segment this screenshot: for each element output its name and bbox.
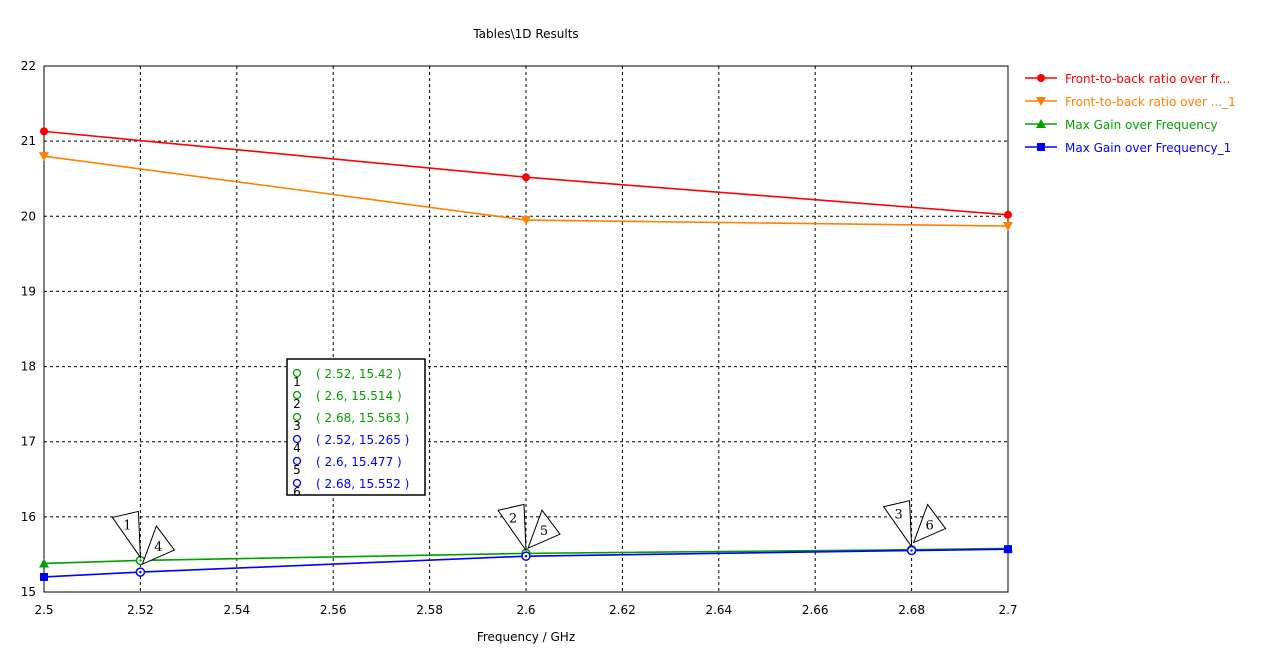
chart-title: Tables\1D Results — [472, 27, 578, 41]
y-tick-label: 16 — [21, 510, 36, 524]
marker-callout — [527, 509, 561, 550]
marker-callout — [912, 503, 947, 544]
marker-callout-label: 4 — [154, 540, 162, 555]
x-tick-label: 2.56 — [320, 603, 347, 617]
marker-row-id: 5 — [293, 463, 301, 477]
x-tick-label: 2.5 — [34, 603, 53, 617]
data-point — [522, 173, 530, 182]
marker-icon — [292, 434, 302, 444]
data-point — [40, 127, 48, 136]
marker-row-value: ( 2.52, 15.42 ) — [316, 367, 402, 381]
data-point — [39, 558, 49, 568]
marker-callout-label: 5 — [540, 524, 548, 539]
y-tick-label: 17 — [21, 435, 36, 449]
marker-callout-label: 3 — [894, 508, 902, 523]
marker-icon — [292, 456, 302, 466]
marker-row-id: 1 — [293, 375, 301, 389]
marker-point-dot — [524, 554, 528, 558]
legend-marker — [1037, 143, 1045, 151]
x-tick-label: 2.54 — [223, 603, 250, 617]
x-tick-label: 2.58 — [416, 603, 443, 617]
legend-marker — [1037, 74, 1045, 82]
marker-row-value: ( 2.68, 15.552 ) — [316, 477, 409, 491]
marker-row-value: ( 2.6, 15.514 ) — [316, 389, 402, 403]
y-tick-label: 22 — [21, 59, 36, 73]
legend-entry: Max Gain over Frequency_1 — [1065, 141, 1231, 155]
marker-callout-label: 6 — [925, 519, 933, 534]
marker-row-id: 3 — [293, 419, 301, 433]
marker-callout — [111, 510, 141, 560]
marker-row-value: ( 2.52, 15.265 ) — [316, 433, 409, 447]
marker-row-value: ( 2.6, 15.477 ) — [316, 455, 402, 469]
y-tick-label: 19 — [21, 284, 36, 298]
marker-icon — [292, 368, 302, 378]
marker-point-dot — [910, 549, 913, 552]
legend-marker — [1036, 119, 1046, 128]
marker-row-id: 2 — [293, 397, 301, 411]
marker-icon — [292, 478, 302, 488]
x-tick-label: 2.64 — [705, 603, 732, 617]
x-tick-label: 2.66 — [802, 603, 829, 617]
x-tick-label: 2.68 — [898, 603, 925, 617]
x-tick-label: 2.52 — [127, 603, 154, 617]
marker-values-box — [286, 358, 426, 496]
legend-marker — [1036, 97, 1046, 106]
marker-callout-label: 2 — [509, 511, 517, 526]
data-point — [1004, 210, 1012, 219]
x-tick-label: 2.6 — [516, 603, 535, 617]
marker-callout — [497, 503, 527, 553]
marker-callout — [882, 500, 913, 549]
marker-row-value: ( 2.68, 15.563 ) — [316, 411, 409, 425]
data-point — [39, 152, 49, 162]
marker-callout — [141, 525, 176, 566]
legend-entry: Front-to-back ratio over ..._1 — [1065, 95, 1236, 109]
marker-point-dot — [139, 570, 142, 574]
data-point — [1003, 222, 1013, 232]
data-point — [40, 572, 48, 581]
marker-icon — [292, 390, 302, 400]
marker-row-id: 4 — [293, 441, 301, 455]
data-point — [521, 216, 531, 226]
x-axis-label: Frequency / GHz — [477, 630, 575, 644]
y-tick-label: 15 — [21, 585, 36, 599]
marker-point-dot — [139, 559, 142, 562]
marker-row-id: 6 — [293, 485, 301, 499]
x-tick-label: 2.62 — [609, 603, 636, 617]
y-tick-label: 21 — [21, 134, 36, 148]
marker-icon — [292, 412, 302, 422]
x-tick-label: 2.7 — [998, 603, 1017, 617]
y-tick-label: 18 — [21, 360, 36, 374]
y-tick-label: 20 — [21, 209, 36, 223]
data-point — [1004, 545, 1012, 554]
marker-callout-label: 1 — [123, 518, 131, 533]
legend-entry: Front-to-back ratio over fr... — [1065, 72, 1230, 86]
legend-entry: Max Gain over Frequency — [1065, 118, 1218, 132]
